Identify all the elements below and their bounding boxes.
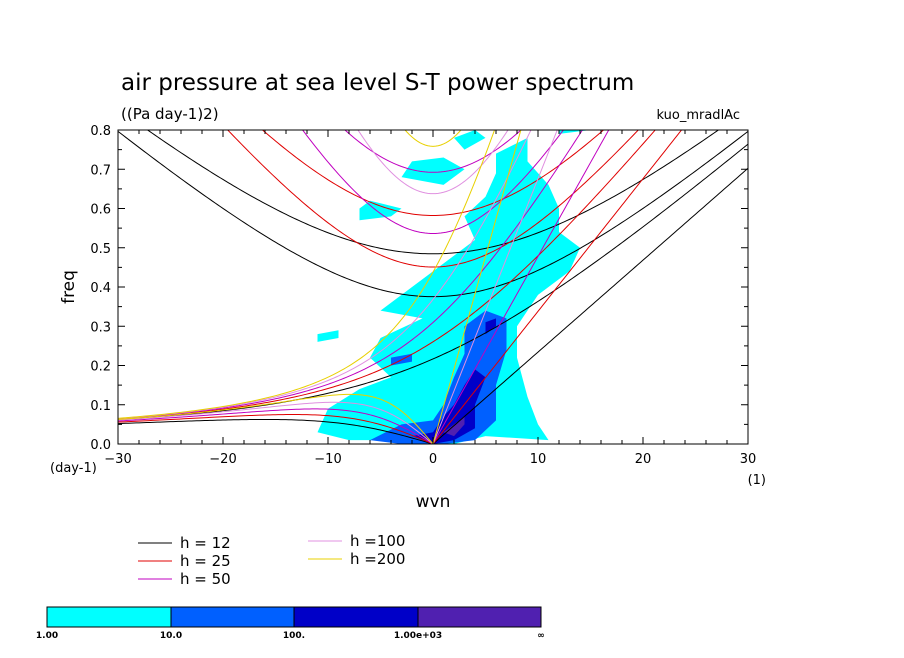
curve-h25-rossby <box>118 414 434 444</box>
curve-h12-ig2 <box>146 130 720 255</box>
x-tick-label: 0 <box>429 452 437 467</box>
y-axis-ticks: 0.0 0.1 0.2 0.3 0.4 0.5 0.6 0.7 0.8 <box>90 124 748 453</box>
power-region-6 <box>559 130 591 134</box>
curve-h12-rossby <box>118 418 434 444</box>
curve-h200-ig2 <box>118 0 748 60</box>
curve-h25-kelvin <box>432 130 683 444</box>
colorbar-level-label: ∞ <box>537 631 545 641</box>
legend-label-h12: h = 12 <box>180 534 231 552</box>
dispersion-curves <box>118 0 748 444</box>
curve-h200-kelvin <box>432 130 522 444</box>
x-tick-label: 10 <box>530 452 547 467</box>
y-tick-label: 0.1 <box>90 399 111 414</box>
legend-label-h100: h =100 <box>350 532 405 550</box>
x-tick-label: 20 <box>635 452 652 467</box>
colorbar-level-label: 1.00 <box>36 631 58 641</box>
y-tick-label: 0.8 <box>90 124 111 139</box>
colorbar: 1.00 10.0 100. 1.00e+03 ∞ <box>36 606 545 641</box>
power-region-4 <box>454 130 486 150</box>
colorbar-swatch-4 <box>417 606 542 628</box>
x-tick-label: 30 <box>740 452 757 467</box>
legend-label-h25: h = 25 <box>180 552 231 570</box>
curve-h100-kelvin <box>432 130 558 444</box>
curve-h50-ig1 <box>301 130 565 235</box>
units-label: ((Pa day-1)2) <box>121 105 219 123</box>
x-axis-ticks: −30 −20 −10 0 10 20 30 <box>104 130 756 467</box>
y-tick-label: 0.4 <box>90 281 111 296</box>
curve-h100-ig2 <box>118 0 748 121</box>
power-region-3 <box>401 157 465 185</box>
curve-h100-ig1 <box>357 130 509 195</box>
y-tick-label: 0.2 <box>90 360 111 375</box>
x-tick-label: −20 <box>209 452 236 467</box>
y-unit-label: (day-1) <box>50 461 97 476</box>
x-axis-label: wvn <box>416 492 451 512</box>
colorbar-level-label: 100. <box>283 631 305 641</box>
curve-h50-rossby <box>118 408 434 444</box>
colorbar-level-label: 1.00e+03 <box>394 631 442 641</box>
curve-h100-mrg <box>118 130 532 420</box>
curve-h200-rossby <box>118 393 434 444</box>
legend-label-h50: h = 50 <box>180 570 231 588</box>
y-tick-label: 0.5 <box>90 242 111 257</box>
power-regions <box>317 130 591 444</box>
run-id-label: kuo_mradlAc <box>657 108 740 123</box>
power-region-9 <box>412 369 486 444</box>
curve-h200-ig1 <box>404 130 462 147</box>
curve-h12-mrg <box>118 143 748 421</box>
curve-h200-mrg <box>118 130 496 419</box>
colorbar-swatch-3 <box>293 606 419 628</box>
y-tick-label: 0.3 <box>90 320 111 335</box>
chart-title: air pressure at sea level S-T power spec… <box>121 70 634 96</box>
curve-h25-ig2 <box>261 130 605 216</box>
colorbar-swatch-1 <box>46 606 172 628</box>
x-tick-label: −30 <box>104 452 131 467</box>
legend-label-h200: h =200 <box>350 550 405 568</box>
colorbar-swatch-2 <box>170 606 295 628</box>
curve-h25-mrg <box>118 130 656 420</box>
y-axis-label: freq <box>59 270 79 304</box>
y-tick-label: 0.6 <box>90 203 111 218</box>
curve-h12-ig1 <box>118 130 748 298</box>
colorbar-level-label: 10.0 <box>160 631 182 641</box>
x-unit-label: (1) <box>748 473 766 488</box>
power-region-10 <box>485 318 496 335</box>
curve-h50-mrg <box>118 130 584 420</box>
power-region-1 <box>317 137 580 444</box>
y-tick-label: 0.0 <box>90 438 111 453</box>
curve-h12-kelvin <box>432 167 748 444</box>
curve-h50-kelvin <box>432 130 610 444</box>
curve-h50-ig2 <box>344 130 522 173</box>
curve-h100-rossby <box>118 401 434 444</box>
y-tick-label: 0.7 <box>90 163 111 178</box>
curve-h25-ig1 <box>227 130 639 268</box>
power-region-5 <box>317 330 339 342</box>
x-tick-label: −10 <box>314 452 341 467</box>
